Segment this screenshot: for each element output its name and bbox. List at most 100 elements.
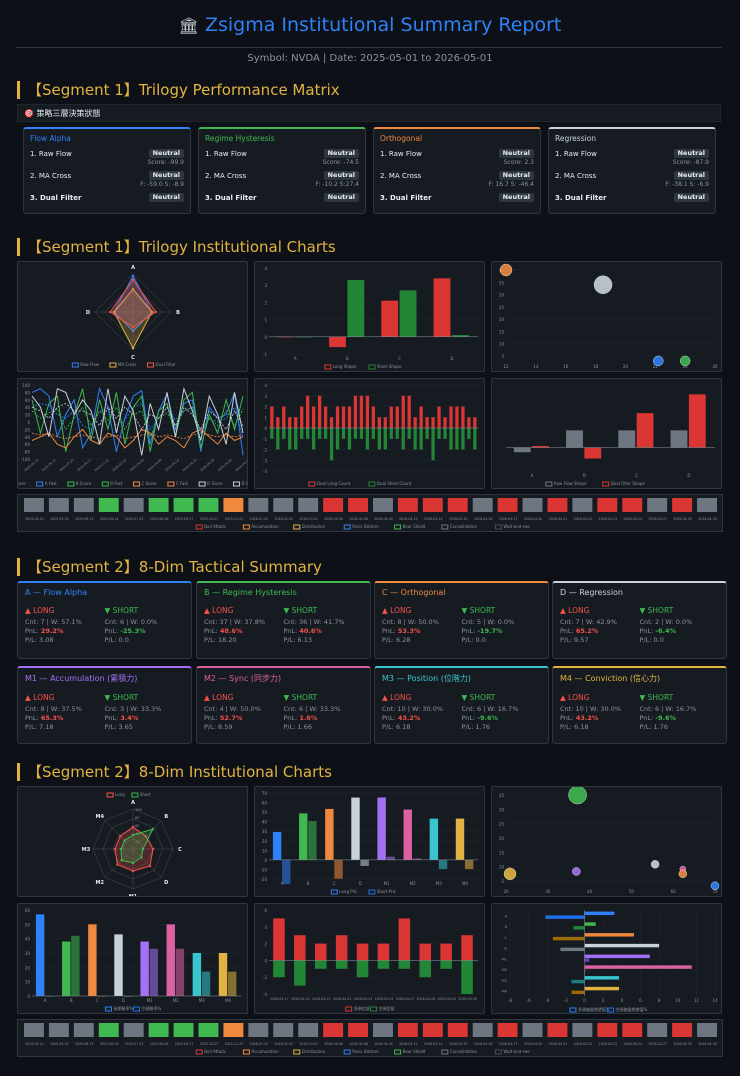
eight-dim-scatter-chart: 35 30 25 20 15 10 5 20 30 40 50 60 70: [491, 786, 722, 897]
y-tick-label: M4: [502, 990, 508, 994]
y-tick-label: 6: [264, 908, 267, 913]
bar: [566, 430, 583, 448]
short-pnl: PnL: -19.7%: [462, 627, 542, 636]
bar: [413, 428, 417, 450]
bar: [273, 918, 285, 961]
y-tick-label: -2: [263, 448, 267, 453]
x-tick-label: A: [294, 356, 297, 361]
bar: [97, 996, 106, 997]
line-series-a-fast: [31, 402, 244, 437]
heatmap-date-label: 2026-04-20: [524, 1042, 543, 1046]
long-pnl: PnL: 53.3%: [382, 627, 462, 636]
long-count: Cnt: 8 | W: 50.0%: [382, 618, 439, 626]
legend-swatch: [105, 1006, 112, 1012]
heatmap-cell: [422, 498, 443, 512]
heatmap-date-label: 2026-04-15: [449, 1042, 468, 1046]
y-tick-label: 10: [25, 980, 31, 985]
y-tick-label: 30: [499, 807, 505, 812]
bar: [443, 428, 447, 439]
short-count: Cnt: 6 | W: 16.7%: [461, 705, 519, 713]
legend-label: Bull Attack: [204, 524, 226, 529]
short-heading: ▼ SHORT: [104, 693, 139, 702]
bar: [431, 428, 435, 461]
y-tick-label: 60: [262, 801, 268, 806]
short-heading: ▼ SHORT: [104, 606, 139, 615]
bar: [335, 935, 348, 961]
heatmap-date-label: 2026-04-12: [399, 1042, 418, 1046]
legend-swatch: [602, 481, 610, 487]
bar: [377, 943, 390, 961]
short-pnl-value: 3.4%: [120, 714, 139, 722]
legend-swatch: [293, 524, 301, 530]
x-tick-label: B: [70, 998, 73, 1003]
bar: [412, 858, 422, 860]
bar: [329, 336, 346, 348]
y-tick-label: 15: [499, 850, 505, 855]
bar: [45, 996, 54, 997]
bar: [334, 859, 343, 879]
y-tick-label: -20: [260, 877, 267, 882]
short-pf: P/L: 1.76: [461, 723, 490, 731]
pnl-label: PnL:: [204, 627, 220, 635]
heatmap-cell: [522, 1023, 543, 1037]
x-tick-label: M1: [384, 881, 390, 886]
radar-point: [148, 864, 152, 868]
hbar: [584, 933, 634, 937]
y-tick-label: 40: [262, 820, 268, 825]
dim-card-7: M4 — Conviction (信心力) ▲ LONG Cnt: 10 | W…: [552, 666, 727, 744]
bar: [347, 406, 352, 428]
heatmap-date-label: 2026-04-27: [648, 1042, 667, 1046]
y-tick-label: 1: [264, 415, 267, 420]
x-tick-label: C: [333, 881, 336, 886]
long-count: Cnt: 8 | W: 37.5%: [25, 705, 82, 713]
legend-label: Long Shape: [333, 364, 357, 369]
long-heading: ▲ LONG: [560, 693, 590, 702]
x-tick-label: -4: [545, 998, 549, 1003]
short-pnl: PnL: -25.3%: [105, 627, 185, 636]
y-tick-label: M1: [502, 957, 507, 961]
y-tick-label: -4: [263, 992, 267, 997]
x-tick-label: 2026-04-14: [164, 458, 180, 472]
short-pnl-value: -6.4%: [655, 627, 677, 635]
x-tick-label: 2026-04-17: [270, 997, 289, 1001]
legend-swatch: [330, 889, 338, 895]
y-tick-label: 4: [264, 383, 267, 388]
radar-point: [150, 310, 154, 314]
trilogy-radar-chart: A B C D Raw Flow MA Cross Dual Filter: [17, 261, 248, 372]
bar: [140, 941, 149, 996]
status-badge: Neutral: [148, 171, 184, 180]
bar: [381, 300, 399, 337]
bar: [464, 859, 474, 870]
y-tick-label: -3: [263, 458, 267, 463]
short-count: Cnt: 5 | W: 0.0%: [461, 618, 515, 626]
line-series-c-fast: [31, 432, 244, 440]
x-tick-label: C: [96, 998, 99, 1003]
legend-swatch: [441, 1049, 449, 1055]
heatmap-date-label: 2026-04-23: [599, 517, 618, 521]
x-tick-label: 24: [683, 364, 689, 369]
x-tick-label: 30: [545, 889, 551, 894]
bar: [288, 428, 292, 450]
radar-axis-label: B: [164, 814, 168, 820]
heatmap-date-label: 2026-04-09: [374, 1042, 393, 1046]
bar: [62, 941, 71, 996]
status-badge: Neutral: [323, 149, 359, 158]
report-subtitle: Symbol: NVDA | Date: 2025-05-01 to 2026-…: [247, 53, 493, 64]
heatmap-date-label: 2026-04-29: [673, 1042, 692, 1046]
bar: [270, 428, 274, 439]
x-tick-label: 2026-04-20: [291, 997, 310, 1001]
pnl-label: PnL:: [25, 714, 41, 722]
bar: [473, 428, 477, 450]
legend-swatch: [370, 1006, 377, 1012]
x-tick-label: 2026-04-09: [146, 458, 162, 472]
trilogy-card-0: Flow Alpha 1. Raw Flow Neutral Score: -99…: [23, 127, 191, 214]
trilogy-score: Score: 2.3: [503, 159, 534, 166]
eight-dim-radar-chart: ABCDM1M2M3M410080604020LongShortLongShor…: [17, 786, 248, 897]
y-tick-label: 20: [25, 965, 31, 970]
heatmap-date-label: 2026-04-06: [324, 1042, 343, 1046]
bar: [513, 447, 531, 453]
pnl-label: PnL:: [461, 627, 478, 635]
legend-label: Dual Long Count: [317, 481, 351, 486]
trilogy-scatter-chart: 4035302520151051214161820222426: [491, 261, 722, 372]
bar: [377, 428, 381, 450]
